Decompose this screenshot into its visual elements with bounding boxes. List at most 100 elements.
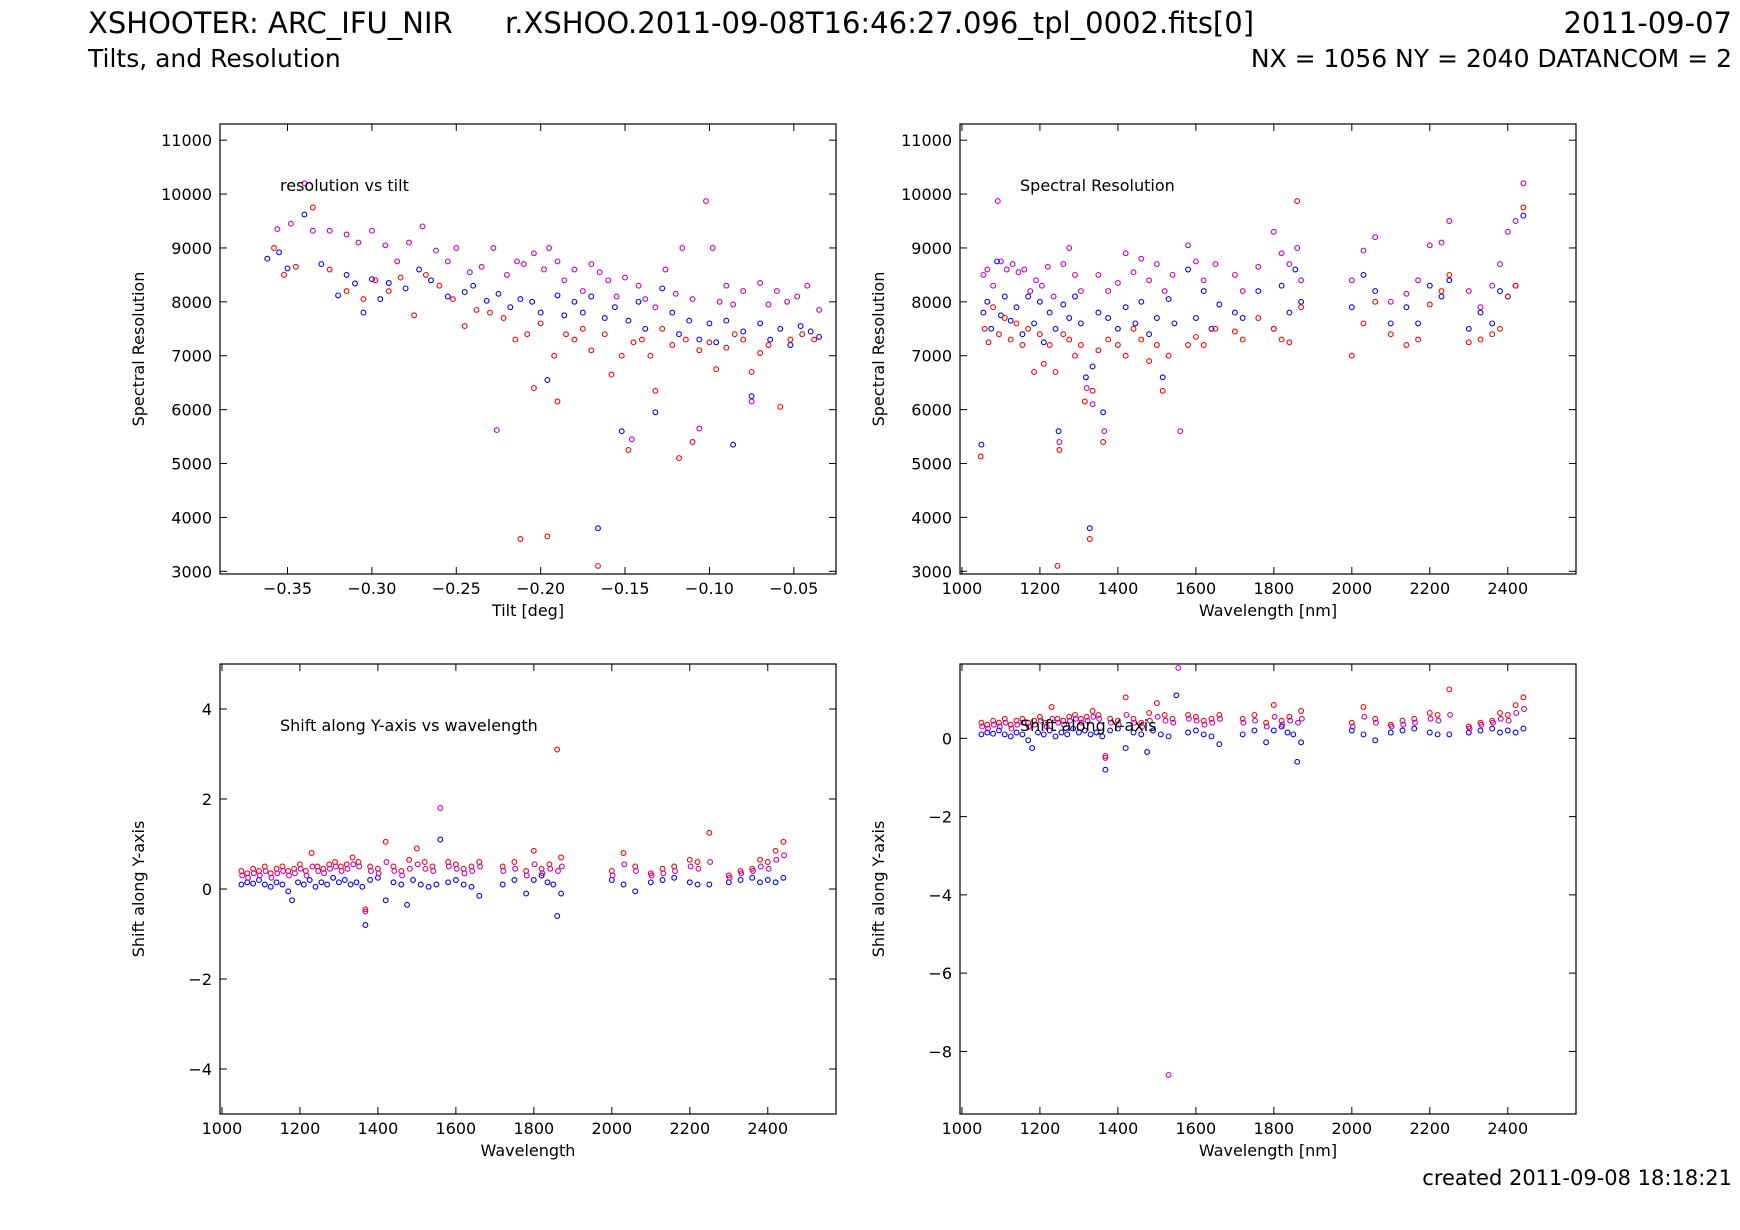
data-point (239, 872, 246, 879)
data-point (1446, 271, 1453, 278)
data-point (308, 850, 315, 856)
data-point (309, 863, 316, 870)
data-point (750, 868, 756, 874)
data-point (1064, 731, 1071, 738)
data-point (1201, 721, 1208, 728)
data-point (445, 879, 452, 886)
data-point (1072, 271, 1078, 278)
data-point (417, 881, 424, 888)
data-series-3 (980, 180, 1527, 445)
data-point (1270, 727, 1277, 734)
data-point (1512, 702, 1519, 709)
data-point (772, 847, 779, 854)
data-point (1052, 733, 1059, 740)
data-point (1170, 719, 1177, 726)
data-point (1360, 731, 1367, 738)
data-point (723, 317, 730, 324)
data-point (286, 872, 292, 879)
data-point (558, 863, 565, 870)
data-point (1512, 729, 1519, 736)
image-dimensions: NX = 1056 NY = 2040 DATANCOM = 2 (1250, 44, 1732, 73)
data-point (1026, 723, 1032, 730)
data-point (1060, 261, 1067, 268)
data-point (997, 258, 1004, 265)
data-point (1446, 277, 1453, 284)
data-point (1372, 234, 1379, 241)
data-point (281, 271, 288, 278)
y-tick-label: 8000 (911, 293, 952, 312)
data-point (659, 325, 666, 332)
data-point (303, 872, 310, 879)
data-point (1081, 398, 1088, 405)
data-point (503, 271, 510, 278)
data-point (1278, 250, 1285, 257)
x-tick-label: −0.35 (263, 579, 312, 598)
data-point (1061, 721, 1068, 728)
data-point (1270, 325, 1277, 332)
data-point (1019, 342, 1026, 348)
data-point (706, 881, 713, 888)
data-point (330, 874, 337, 881)
data-point (1489, 725, 1496, 732)
data-point (1007, 733, 1014, 740)
data-point (301, 211, 308, 218)
data-point (1177, 428, 1184, 435)
data-point (367, 868, 374, 874)
data-point (383, 859, 390, 865)
data-point (1146, 358, 1153, 365)
data-point (1192, 727, 1199, 734)
data-point (1426, 242, 1433, 249)
data-point (1001, 731, 1008, 738)
data-point (1270, 702, 1277, 709)
data-point (1001, 315, 1008, 321)
data-point (264, 255, 271, 262)
data-point (1278, 282, 1285, 289)
data-point (444, 293, 451, 300)
data-point (596, 269, 603, 276)
x-tick-label: 2000 (591, 1119, 632, 1138)
data-point (1403, 342, 1410, 348)
data-point (390, 879, 397, 886)
data-point (618, 352, 625, 359)
data-point (368, 276, 375, 283)
data-point (1013, 304, 1020, 311)
data-point (1056, 447, 1063, 453)
data-point (780, 838, 787, 845)
data-point (1263, 723, 1270, 730)
x-tick-label: 2200 (1409, 579, 1450, 598)
data-point (318, 879, 325, 886)
data-point (563, 331, 569, 338)
data-point (1083, 713, 1090, 720)
data-point (1426, 729, 1433, 736)
data-point (1146, 277, 1153, 284)
data-point (437, 805, 444, 811)
data-point (1089, 363, 1096, 370)
data-point (659, 877, 666, 883)
data-point (794, 293, 801, 300)
data-point (571, 266, 578, 273)
data-point (767, 336, 774, 343)
data-point (546, 245, 553, 251)
data-point (326, 266, 333, 273)
x-tick-label: 1000 (942, 1119, 983, 1138)
data-point (360, 309, 367, 316)
data-point (1208, 715, 1215, 722)
data-point (297, 865, 304, 872)
y-tick-label: 11000 (161, 131, 212, 150)
data-point (487, 309, 493, 316)
data-point (478, 263, 485, 270)
data-point (605, 277, 612, 284)
data-point (1089, 387, 1096, 394)
data-point (686, 317, 693, 324)
data-point (1294, 245, 1301, 251)
data-point (1497, 715, 1504, 722)
data-point (1360, 704, 1367, 710)
data-point (1415, 320, 1422, 327)
data-point (757, 856, 763, 863)
data-point (477, 863, 483, 870)
data-point (1159, 374, 1166, 381)
data-point (994, 258, 1000, 265)
data-point (988, 325, 995, 332)
data-point (362, 922, 369, 928)
